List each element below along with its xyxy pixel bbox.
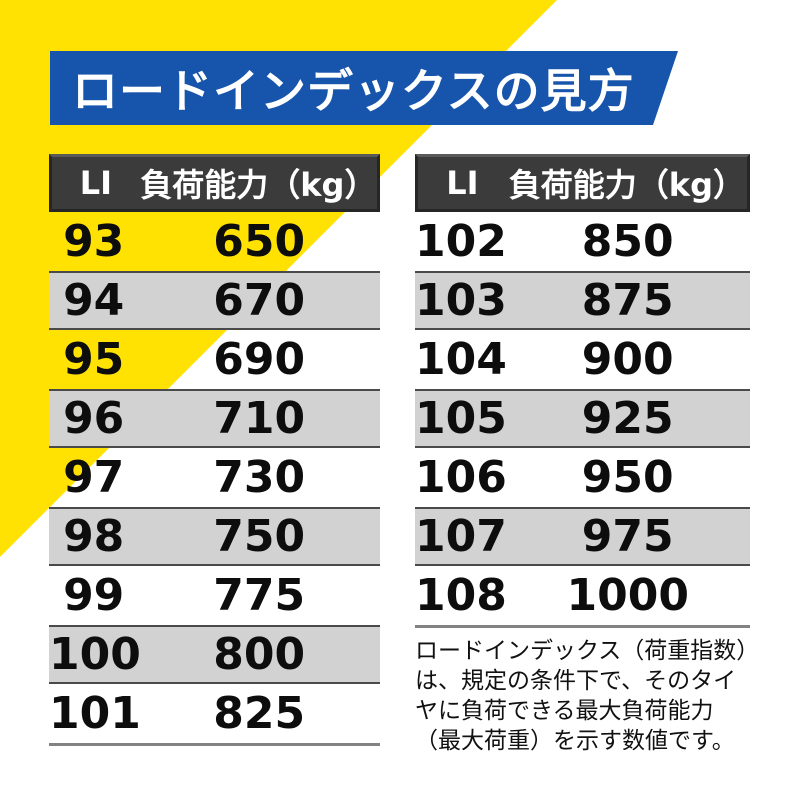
capacity-cell: 850: [581, 216, 674, 267]
li-cell: 100: [49, 629, 141, 680]
li-cell: 96: [63, 393, 125, 444]
capacity-cell: 875: [581, 275, 674, 326]
table-row: 105 925: [415, 389, 750, 448]
li-cell: 105: [415, 393, 507, 444]
table-row: 99 775: [49, 566, 380, 625]
footnote-text: ロードインデックス（荷重指数）は、規定の条件下で、そのタイヤに負荷できる最大負荷…: [415, 638, 748, 754]
capacity-column-header: 負荷能力（kg）: [140, 166, 377, 204]
capacity-cell: 825: [213, 688, 306, 739]
capacity-column-header: 負荷能力（kg）: [508, 166, 745, 204]
li-column-header: LI: [446, 164, 479, 202]
table-row: 95 690: [49, 330, 380, 389]
load-index-table-left: LI 負荷能力（kg） 93 650 94 670 95 690 96 710 97 730 98 7…: [49, 154, 380, 746]
li-cell: 102: [415, 216, 507, 267]
title-banner: ロードインデックスの見方: [50, 51, 678, 125]
capacity-cell: 750: [213, 511, 306, 562]
capacity-cell: 670: [213, 275, 306, 326]
load-index-table-right: LI 負荷能力（kg） 102 850 103 875 104 900 105 925 106 9…: [415, 154, 750, 628]
table-header-row: LI 負荷能力（kg）: [415, 154, 750, 212]
table-row: 107 975: [415, 507, 750, 566]
li-cell: 107: [415, 511, 507, 562]
capacity-cell: 650: [213, 216, 306, 267]
li-cell: 103: [415, 275, 507, 326]
table-row: 100 800: [49, 625, 380, 684]
li-cell: 108: [415, 570, 507, 621]
table-row: 103 875: [415, 271, 750, 330]
li-cell: 94: [63, 275, 125, 326]
li-cell: 93: [63, 216, 125, 267]
capacity-cell: 975: [581, 511, 674, 562]
capacity-cell: 800: [213, 629, 306, 680]
table-row: 106 950: [415, 448, 750, 507]
capacity-cell: 730: [213, 452, 306, 503]
table-row: 93 650: [49, 212, 380, 271]
capacity-cell: 1000: [566, 570, 689, 621]
capacity-cell: 950: [581, 452, 674, 503]
table-header-row: LI 負荷能力（kg）: [49, 154, 380, 212]
table-row: 108 1000: [415, 566, 750, 625]
table-body: 102 850 103 875 104 900 105 925 106 950 107 975 108 1…: [415, 212, 750, 625]
li-column-header: LI: [79, 164, 113, 202]
li-cell: 106: [415, 452, 507, 503]
li-cell: 99: [63, 570, 125, 621]
table-row: 102 850: [415, 212, 750, 271]
li-cell: 97: [63, 452, 125, 503]
li-cell: 104: [415, 334, 507, 385]
capacity-cell: 925: [581, 393, 674, 444]
table-body: 93 650 94 670 95 690 96 710 97 730 98 750 99 775 100 80…: [49, 212, 380, 743]
page-title: ロードインデックスの見方: [72, 64, 635, 118]
capacity-cell: 900: [581, 334, 674, 385]
capacity-cell: 775: [213, 570, 306, 621]
table-bottom-rule: [49, 743, 380, 746]
table-row: 97 730: [49, 448, 380, 507]
table-row: 96 710: [49, 389, 380, 448]
li-cell: 95: [63, 334, 125, 385]
table-row: 104 900: [415, 330, 750, 389]
li-cell: 98: [63, 511, 125, 562]
table-row: 98 750: [49, 507, 380, 566]
li-cell: 101: [49, 688, 141, 739]
capacity-cell: 710: [213, 393, 306, 444]
table-bottom-rule: [415, 625, 750, 628]
capacity-cell: 690: [213, 334, 306, 385]
table-row: 94 670: [49, 271, 380, 330]
table-row: 101 825: [49, 684, 380, 743]
